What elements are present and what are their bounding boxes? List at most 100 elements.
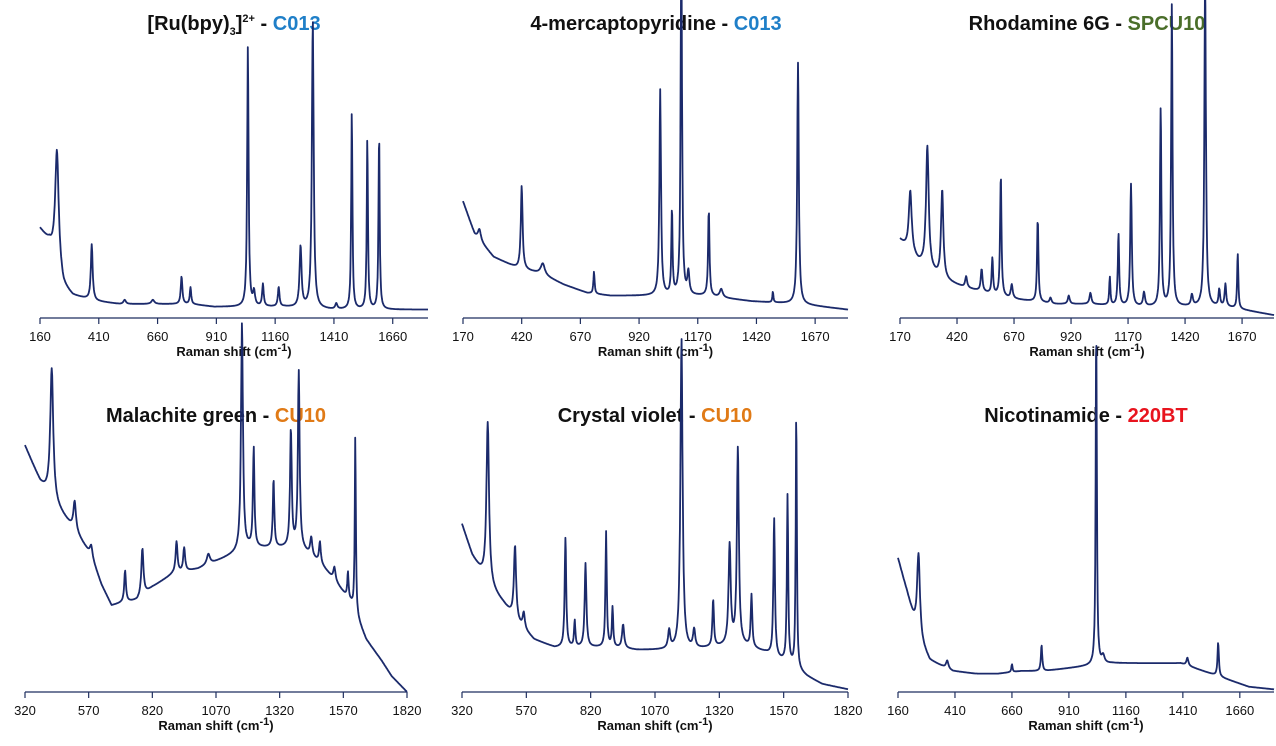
x-tick-label: 1420 — [1171, 329, 1200, 344]
x-tick-label: 1570 — [769, 703, 798, 718]
x-axis-title-end: ) — [709, 344, 713, 359]
x-tick-label: 670 — [1003, 329, 1025, 344]
x-axis-title-sup: -1 — [1131, 342, 1141, 354]
x-axis-title-text: Raman shift (cm — [1029, 344, 1130, 359]
chart-panel: Nicotinamide - 220BT 160 410 660 910 1160 1410… — [887, 345, 1275, 733]
chart-title: Malachite green - CU10 — [106, 405, 326, 427]
x-axis-title-text: Raman shift (cm — [176, 344, 277, 359]
x-tick-label: 1160 — [261, 329, 289, 344]
x-tick-label: 910 — [206, 329, 228, 344]
title-compound: [Ru(bpy) — [147, 13, 229, 35]
spectrum-line — [897, 345, 1275, 691]
x-tick-label: 1170 — [684, 329, 712, 344]
x-tick-label: 660 — [1001, 703, 1023, 718]
x-tick-label: 410 — [88, 329, 110, 344]
spectrum-line — [39, 21, 429, 311]
x-axis-title: Raman shift (cm-1) — [598, 342, 713, 359]
x-tick-label: 1070 — [202, 703, 231, 718]
title-separator: - — [1110, 13, 1128, 35]
chart-panel: Rhodamine 6G - SPCU10 170 420 670 920 1170 142… — [889, 0, 1275, 359]
x-axis-title: Raman shift (cm-1) — [176, 342, 291, 359]
title-separator: - — [683, 405, 701, 427]
title-separator: - — [255, 13, 273, 35]
x-tick-label: 1660 — [1225, 703, 1254, 718]
x-tick-label: 1410 — [1168, 703, 1197, 718]
chart-title: [Ru(bpy)3]2+ - C013 — [147, 13, 320, 38]
x-tick-label: 1170 — [1114, 329, 1142, 344]
title-separator: - — [716, 13, 734, 35]
x-tick-label: 1410 — [319, 329, 348, 344]
x-tick-label: 920 — [628, 329, 650, 344]
x-tick-label: 1420 — [742, 329, 771, 344]
x-axis-title: Raman shift (cm-1) — [1029, 342, 1144, 359]
x-tick-label: 410 — [944, 703, 966, 718]
x-tick-label: 1320 — [265, 703, 294, 718]
x-axis-title-sup: -1 — [699, 716, 709, 728]
x-tick-label: 1160 — [1112, 703, 1140, 718]
x-axis-title-text: Raman shift (cm — [597, 718, 698, 733]
x-tick-label: 1070 — [641, 703, 670, 718]
chart-title: Nicotinamide - 220BT — [984, 405, 1187, 427]
x-tick-label: 160 — [887, 703, 909, 718]
x-axis-title-sup: -1 — [1130, 716, 1140, 728]
x-tick-label: 820 — [141, 703, 163, 718]
title-compound: Nicotinamide — [984, 405, 1110, 427]
x-tick-label: 160 — [29, 329, 51, 344]
x-tick-label: 670 — [570, 329, 592, 344]
chart-panel: 4-mercaptopyridine - C013 170 420 670 920 117… — [452, 0, 849, 359]
title-separator: - — [1110, 405, 1128, 427]
x-tick-label: 1660 — [378, 329, 407, 344]
chart-title: Rhodamine 6G - SPCU10 — [969, 13, 1206, 35]
x-tick-label: 420 — [511, 329, 533, 344]
title-compound: Malachite green — [106, 405, 257, 427]
title-substrate: 220BT — [1128, 405, 1188, 427]
x-axis-title-sup: -1 — [699, 342, 709, 354]
x-axis-title-end: ) — [1139, 718, 1143, 733]
x-axis-title-end: ) — [269, 718, 273, 733]
x-tick-label: 320 — [451, 703, 473, 718]
title-separator: - — [257, 405, 275, 427]
x-tick-label: 920 — [1060, 329, 1082, 344]
title-substrate: C013 — [273, 13, 321, 35]
title-superscript: 2+ — [242, 13, 255, 25]
x-axis-title-end: ) — [1140, 344, 1144, 359]
title-substrate: SPCU10 — [1128, 13, 1206, 35]
chart-panel: Crystal violet - CU10 320 570 820 1070 1320 15… — [451, 338, 862, 733]
spectrum-line — [461, 338, 849, 691]
x-axis-title-end: ) — [287, 344, 291, 359]
x-tick-label: 570 — [515, 703, 537, 718]
chart-title: 4-mercaptopyridine - C013 — [530, 13, 781, 35]
chart-panel: [Ru(bpy)3]2+ - C013 160 410 660 910 1160 1410 1… — [29, 13, 429, 359]
chart-panel: Malachite green - CU10 320 570 820 1070 1320 1… — [14, 322, 422, 733]
x-tick-label: 170 — [889, 329, 911, 344]
title-substrate: CU10 — [701, 405, 752, 427]
title-compound: 4-mercaptopyridine — [530, 13, 716, 35]
x-tick-label: 1320 — [705, 703, 734, 718]
title-bracket: ] — [236, 13, 243, 35]
chart-title: Crystal violet - CU10 — [558, 405, 753, 427]
title-compound: Crystal violet — [558, 405, 684, 427]
spectrum-line — [24, 322, 408, 693]
x-tick-label: 570 — [78, 703, 100, 718]
x-tick-label: 1570 — [329, 703, 358, 718]
x-tick-label: 1820 — [393, 703, 422, 718]
x-tick-label: 910 — [1058, 703, 1080, 718]
x-tick-label: 320 — [14, 703, 36, 718]
x-axis-title-end: ) — [708, 718, 712, 733]
x-axis-title-text: Raman shift (cm — [598, 344, 699, 359]
x-axis-title-sup: -1 — [260, 716, 270, 728]
x-tick-label: 1670 — [1228, 329, 1257, 344]
x-tick-label: 820 — [580, 703, 602, 718]
title-compound: Rhodamine 6G — [969, 13, 1110, 35]
title-substrate: CU10 — [275, 405, 326, 427]
x-axis-title: Raman shift (cm-1) — [158, 716, 273, 733]
x-axis-title: Raman shift (cm-1) — [1028, 716, 1143, 733]
spectrum-line — [899, 0, 1275, 316]
x-axis-title-sup: -1 — [278, 342, 288, 354]
x-axis-title-text: Raman shift (cm — [158, 718, 259, 733]
x-tick-label: 1670 — [801, 329, 830, 344]
spectrum-line — [462, 0, 849, 311]
x-axis-title: Raman shift (cm-1) — [597, 716, 712, 733]
x-tick-label: 660 — [147, 329, 169, 344]
